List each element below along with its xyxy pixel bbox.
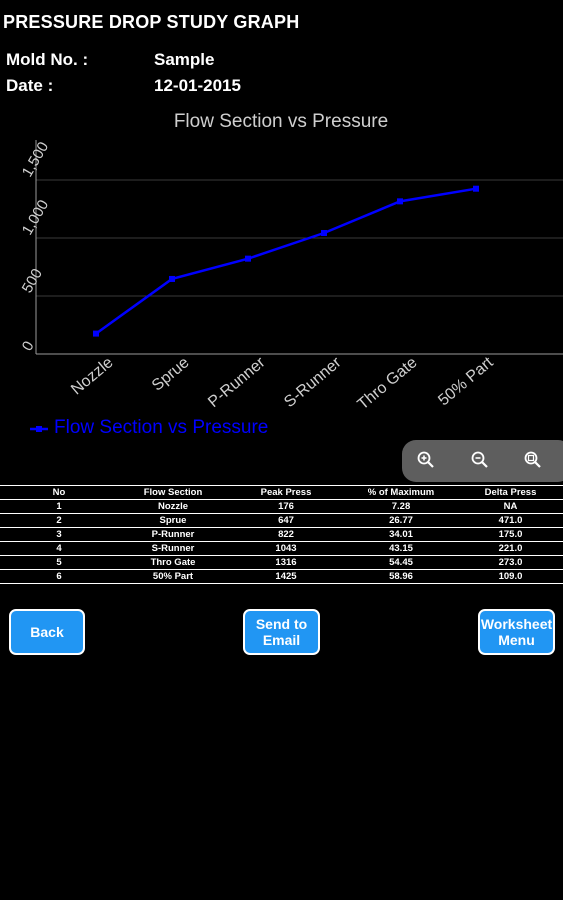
- table-row: 4 S-Runner 1043 43.15 221.0: [0, 541, 563, 556]
- table-cell: S-Runner: [118, 541, 228, 556]
- data-point[interactable]: [245, 255, 251, 262]
- table-cell: 3: [0, 527, 118, 542]
- table-cell: NA: [458, 499, 563, 514]
- zoom-in-icon[interactable]: [414, 448, 438, 472]
- table-cell: Nozzle: [118, 499, 228, 514]
- x-tick-label: Sprue: [149, 354, 193, 395]
- column-header: Peak Press: [228, 485, 344, 500]
- back-button[interactable]: Back: [9, 609, 85, 655]
- table-cell: Sprue: [118, 513, 228, 528]
- legend-label: Flow Section vs Pressure: [54, 417, 268, 438]
- table-cell: 176: [228, 499, 344, 514]
- date-label: Date :: [6, 76, 54, 95]
- table-cell: 273.0: [458, 555, 563, 570]
- pressure-chart[interactable]: Flow Section vs Pressure 05001,0001,500 …: [0, 100, 563, 440]
- table-row: 6 50% Part 1425 58.96 109.0: [0, 569, 563, 584]
- table-cell: 1316: [228, 555, 344, 570]
- table-cell: 471.0: [458, 513, 563, 528]
- table-cell: 1043: [228, 541, 344, 556]
- y-tick-label: 1,500: [19, 139, 52, 180]
- date-value: 12-01-2015: [154, 76, 241, 95]
- data-point[interactable]: [169, 275, 175, 282]
- y-tick-label: 1,000: [19, 197, 52, 238]
- table-cell: 109.0: [458, 569, 563, 584]
- table-cell: 6: [0, 569, 118, 584]
- table-cell: 43.15: [344, 541, 458, 556]
- table-row: 1 Nozzle 176 7.28 NA: [0, 499, 563, 514]
- column-header: % of Maximum: [344, 485, 458, 500]
- table-cell: 58.96: [344, 569, 458, 584]
- x-tick-label: Thro Gate: [354, 354, 420, 413]
- data-point[interactable]: [321, 230, 327, 237]
- table-row: 3 P-Runner 822 34.01 175.0: [0, 527, 563, 542]
- x-tick-label: S-Runner: [281, 354, 345, 411]
- table-cell: 2: [0, 513, 118, 528]
- table-cell: 4: [0, 541, 118, 556]
- worksheet-menu-button[interactable]: Worksheet Menu: [478, 609, 555, 655]
- chart-legend: Flow Section vs Pressure: [30, 417, 268, 438]
- table-cell: 5: [0, 555, 118, 570]
- table-cell: 822: [228, 527, 344, 542]
- zoom-controls: [402, 440, 563, 482]
- column-header: Delta Press: [458, 485, 563, 500]
- series-line: [95, 187, 477, 335]
- page-title: PRESSURE DROP STUDY GRAPH: [3, 12, 300, 32]
- table-cell: 34.01: [344, 527, 458, 542]
- table-cell: 221.0: [458, 541, 563, 556]
- table-row: 2 Sprue 647 26.77 471.0: [0, 513, 563, 528]
- table-header-row: No Flow Section Peak Press % of Maximum …: [0, 485, 563, 500]
- table-cell: 26.77: [344, 513, 458, 528]
- chart-title: Flow Section vs Pressure: [174, 111, 388, 132]
- data-point[interactable]: [397, 198, 403, 205]
- zoom-out-icon[interactable]: [468, 448, 492, 472]
- table-cell: P-Runner: [118, 527, 228, 542]
- table-cell: 1425: [228, 569, 344, 584]
- results-table: No Flow Section Peak Press % of Maximum …: [0, 485, 563, 584]
- y-tick-label: 500: [19, 266, 46, 296]
- table-cell: 647: [228, 513, 344, 528]
- table-cell: 54.45: [344, 555, 458, 570]
- table-cell: 1: [0, 499, 118, 514]
- table-row: 5 Thro Gate 1316 54.45 273.0: [0, 555, 563, 570]
- mold-label: Mold No. :: [6, 50, 89, 69]
- y-tick-label: 0: [19, 338, 38, 354]
- x-tick-label: P-Runner: [205, 354, 269, 411]
- send-email-button[interactable]: Send to Email: [243, 609, 320, 655]
- x-tick-label: Nozzle: [68, 354, 116, 399]
- table-cell: 7.28: [344, 499, 458, 514]
- mold-value: Sample: [154, 50, 215, 69]
- column-header: Flow Section: [118, 485, 228, 500]
- data-point[interactable]: [473, 185, 479, 192]
- column-header: No: [0, 485, 118, 500]
- zoom-reset-icon[interactable]: [521, 448, 545, 472]
- table-cell: 175.0: [458, 527, 563, 542]
- data-point[interactable]: [93, 330, 99, 337]
- x-tick-label: 50% Part: [435, 354, 497, 410]
- table-cell: 50% Part: [118, 569, 228, 584]
- table-cell: Thro Gate: [118, 555, 228, 570]
